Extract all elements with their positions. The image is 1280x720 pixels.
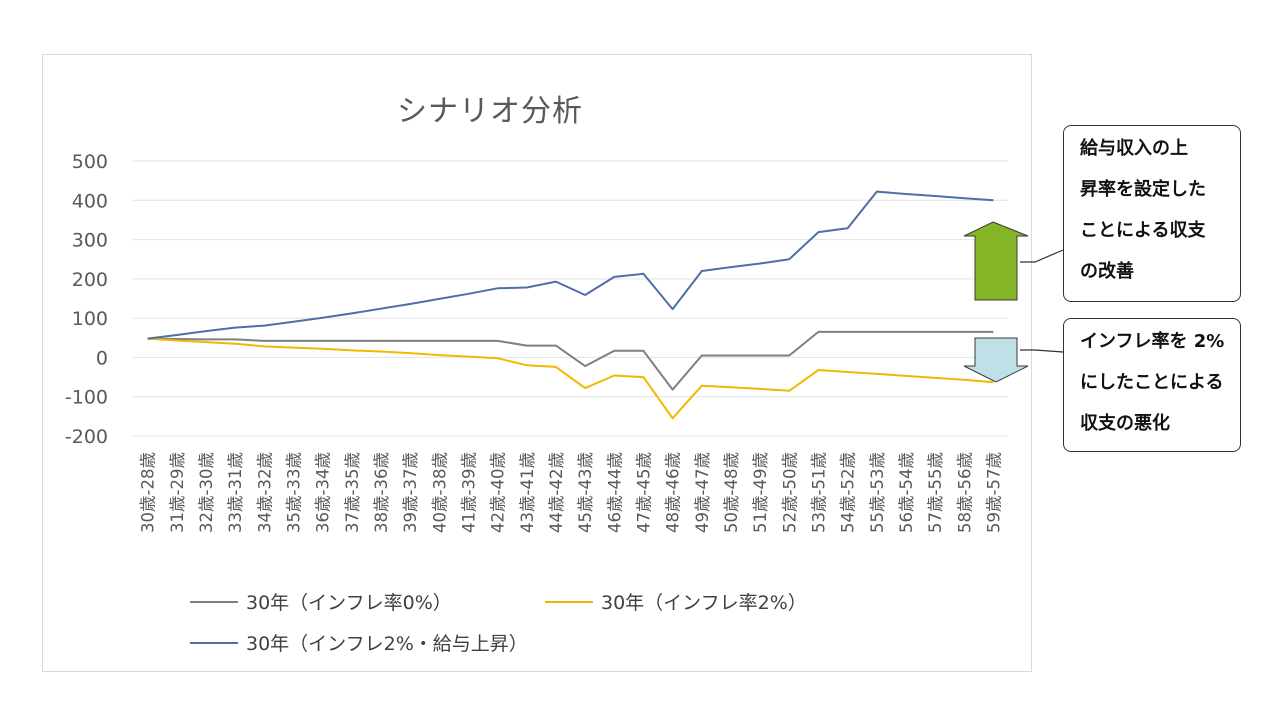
x-tick-label: 58歳-56歳 (955, 452, 974, 533)
up-arrow (963, 221, 1029, 301)
x-tick-label: 44歳-42歳 (547, 452, 566, 533)
legend-label: 30年（インフレ率0%） (246, 592, 452, 614)
x-axis-ticks: 30歳-28歳 31歳-29歳 32歳-30歳 33歳-31歳 34歳-32歳 35歳-3… (139, 452, 1004, 533)
series-lines (147, 190, 994, 420)
x-tick-label: 51歳-49歳 (751, 452, 770, 533)
x-tick-label: 45歳-43歳 (576, 452, 595, 533)
x-tick-label: 48歳-46歳 (664, 452, 683, 533)
callout-line: の改善 (1080, 261, 1134, 282)
x-tick-label: 34歳-32歳 (255, 452, 274, 533)
series-line-1 (147, 337, 994, 420)
legend-item-inflation-2: 30年（インフレ率2%） (545, 588, 807, 615)
x-tick-label: 55歳-53歳 (868, 452, 887, 533)
x-tick-label: 56歳-54歳 (897, 452, 916, 533)
x-tick-label: 37歳-35歳 (343, 452, 362, 533)
y-tick-label: -100 (65, 387, 108, 409)
y-tick-label: -200 (65, 426, 108, 448)
gridlines (133, 160, 1008, 437)
x-tick-label: 33歳-31歳 (226, 452, 245, 533)
x-tick-label: 49歳-47歳 (693, 452, 712, 533)
y-tick-label: 500 (72, 151, 108, 173)
x-tick-label: 32歳-30歳 (197, 452, 216, 533)
x-tick-label: 30歳-28歳 (139, 452, 158, 533)
x-tick-label: 57歳-55歳 (926, 452, 945, 533)
legend-label: 30年（インフレ2%・給与上昇） (246, 633, 528, 655)
x-tick-label: 50歳-48歳 (722, 452, 741, 533)
series-line-0 (147, 330, 994, 391)
callout-line: ことによる収支 (1080, 220, 1206, 241)
callout-pointer-improve (1020, 249, 1064, 263)
down-arrow (963, 337, 1029, 383)
callout-line: 収支の悪化 (1080, 413, 1170, 434)
x-tick-label: 41歳-39歳 (459, 452, 478, 533)
x-tick-label: 40歳-38歳 (430, 452, 449, 533)
x-tick-label: 39歳-37歳 (401, 452, 420, 533)
x-tick-label: 52歳-50歳 (780, 452, 799, 533)
legend-swatch-yellow (545, 600, 593, 603)
x-tick-label: 31歳-29歳 (168, 452, 187, 533)
x-tick-label: 38歳-36歳 (372, 452, 391, 533)
callout-worsening: インフレ率を 2% にしたことによる 収支の悪化 (1063, 318, 1241, 452)
x-tick-label: 47歳-45歳 (634, 452, 653, 533)
callout-line: にしたことによる (1080, 372, 1224, 393)
x-tick-label: 53歳-51歳 (809, 452, 828, 533)
y-tick-label: 400 (72, 190, 108, 212)
callout-line: 昇率を設定した (1080, 179, 1206, 200)
legend-item-salary-raise: 30年（インフレ2%・給与上昇） (190, 629, 528, 656)
chart-title: シナリオ分析 (397, 94, 583, 129)
callout-improvement: 給与収入の上 昇率を設定した ことによる収支 の改善 (1063, 125, 1241, 302)
x-tick-label: 59歳-57歳 (984, 452, 1003, 533)
x-tick-label: 54歳-52歳 (839, 452, 858, 533)
y-axis-ticks: 500 400 300 200 100 0 -100 -200 (65, 151, 108, 448)
chart-frame (42, 54, 1032, 672)
callout-line: インフレ率を 2% (1080, 331, 1225, 352)
x-tick-label: 42歳-40歳 (489, 452, 508, 533)
y-tick-label: 200 (72, 269, 108, 291)
x-tick-label: 36歳-34歳 (314, 452, 333, 533)
x-tick-label: 43歳-41歳 (518, 452, 537, 533)
callout-pointer-worsen (1020, 349, 1064, 353)
legend-item-inflation-0: 30年（インフレ率0%） (190, 588, 452, 615)
legend-label: 30年（インフレ率2%） (601, 592, 807, 614)
callout-arrows (963, 221, 1064, 383)
y-tick-label: 100 (72, 308, 108, 330)
callout-line: 給与収入の上 (1080, 138, 1188, 159)
y-tick-label: 300 (72, 230, 108, 252)
legend-swatch-blue (190, 641, 238, 644)
y-tick-label: 0 (96, 347, 108, 369)
series-line-2 (147, 190, 994, 340)
x-tick-label: 35歳-33歳 (284, 452, 303, 533)
legend-swatch-gray (190, 600, 238, 603)
x-tick-label: 46歳-44歳 (605, 452, 624, 533)
